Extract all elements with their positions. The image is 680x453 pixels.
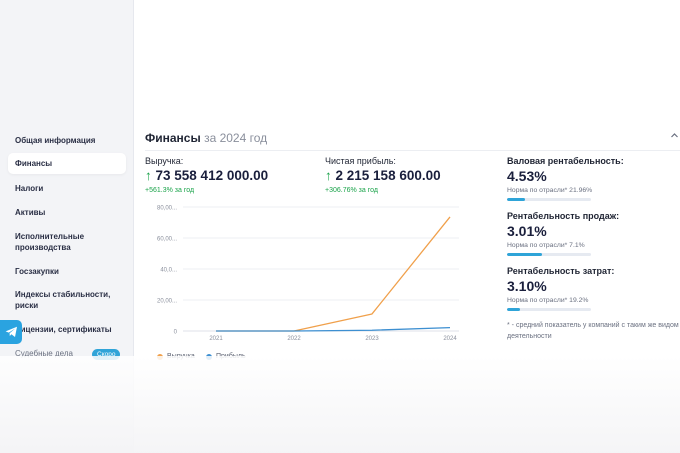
y-tick-label: 60,00... [157,237,177,243]
series-line-revenue [216,216,451,332]
cost-margin-value: 3.10% [507,278,547,294]
arrow-up-icon: ↑ [325,168,332,183]
sales-margin-bar-fill [507,253,543,256]
chevron-up-icon[interactable] [670,131,679,140]
section-title-text: Финансы [145,131,201,145]
telegram-icon [5,326,17,337]
series-line-profit [216,326,451,332]
revenue-label: Выручка: [145,156,184,166]
finance-chart: 0 20,00... 40,0... 60,00... 80,00... 2021 2022… [157,206,459,342]
sidebar-item-court-cases[interactable]: Судебные дела [15,349,73,358]
sidebar-item-finance-label: Финансы [15,159,53,168]
gross-margin-bar-fill [507,198,525,201]
sidebar-item-licenses[interactable]: Лицензии, сертификаты [15,325,112,334]
gross-margin-norm: Норма по отрасли* 21.96% [507,187,593,194]
sales-margin-value: 3.01% [507,223,547,239]
sales-margin-bar [507,253,591,256]
bottom-fade-overlay [0,356,680,453]
cost-margin-norm: Норма по отрасли* 19.2% [507,297,589,304]
profit-value: ↑ 2 215 158 600.00 [325,168,441,183]
y-tick-label: 80,00... [157,206,177,212]
sales-margin-norm: Норма по отрасли* 7.1% [507,242,585,249]
sales-margin-label: Рентабельность продаж: [507,211,620,221]
gross-margin-bar [507,198,591,201]
sidebar-item-taxes[interactable]: Налоги [15,184,44,193]
revenue-value: ↑ 73 558 412 000.00 [145,168,268,183]
y-tick-label: 0 [174,330,178,336]
sidebar-item-procurement[interactable]: Госзакупки [15,267,59,276]
x-tick-label: 2021 [209,336,223,342]
sidebar-item-stability-index[interactable]: Индексы стабильности, риски [15,290,111,310]
x-tick-label: 2024 [443,336,457,342]
gross-margin-label: Валовая рентабельность: [507,156,624,166]
x-tick-label: 2023 [365,336,379,342]
cost-margin-bar [507,308,591,311]
cost-margin-label: Рентабельность затрат: [507,266,615,276]
section-subtitle: за 2024 год [204,131,268,145]
telegram-button[interactable] [0,320,22,344]
coming-soon-badge: Скоро [92,349,121,360]
gross-margin-value: 4.53% [507,168,547,184]
revenue-value-text: 73 558 412 000.00 [155,168,269,183]
revenue-change: +561.3% за год [145,187,195,194]
sidebar-item-enforcement[interactable]: Исполнительные производства [15,232,85,252]
sidebar-item-assets[interactable]: Активы [15,208,46,217]
sidebar-item-general[interactable]: Общая информация [15,136,96,145]
sidebar-item-finance[interactable]: Финансы [8,153,126,174]
x-tick-label: 2022 [287,336,301,342]
section-divider [145,150,680,151]
arrow-up-icon: ↑ [145,168,152,183]
section-title: Финансы за 2024 год [145,131,267,145]
profit-value-text: 2 215 158 600.00 [335,168,441,183]
y-tick-label: 20,00... [157,299,177,305]
profit-change: +306.76% за год [325,187,378,194]
y-tick-label: 40,0... [160,268,177,274]
footnote: * - средний показатель у компаний с таки… [507,322,679,340]
cost-margin-bar-fill [507,308,521,311]
profit-label: Чистая прибыль: [325,156,396,166]
